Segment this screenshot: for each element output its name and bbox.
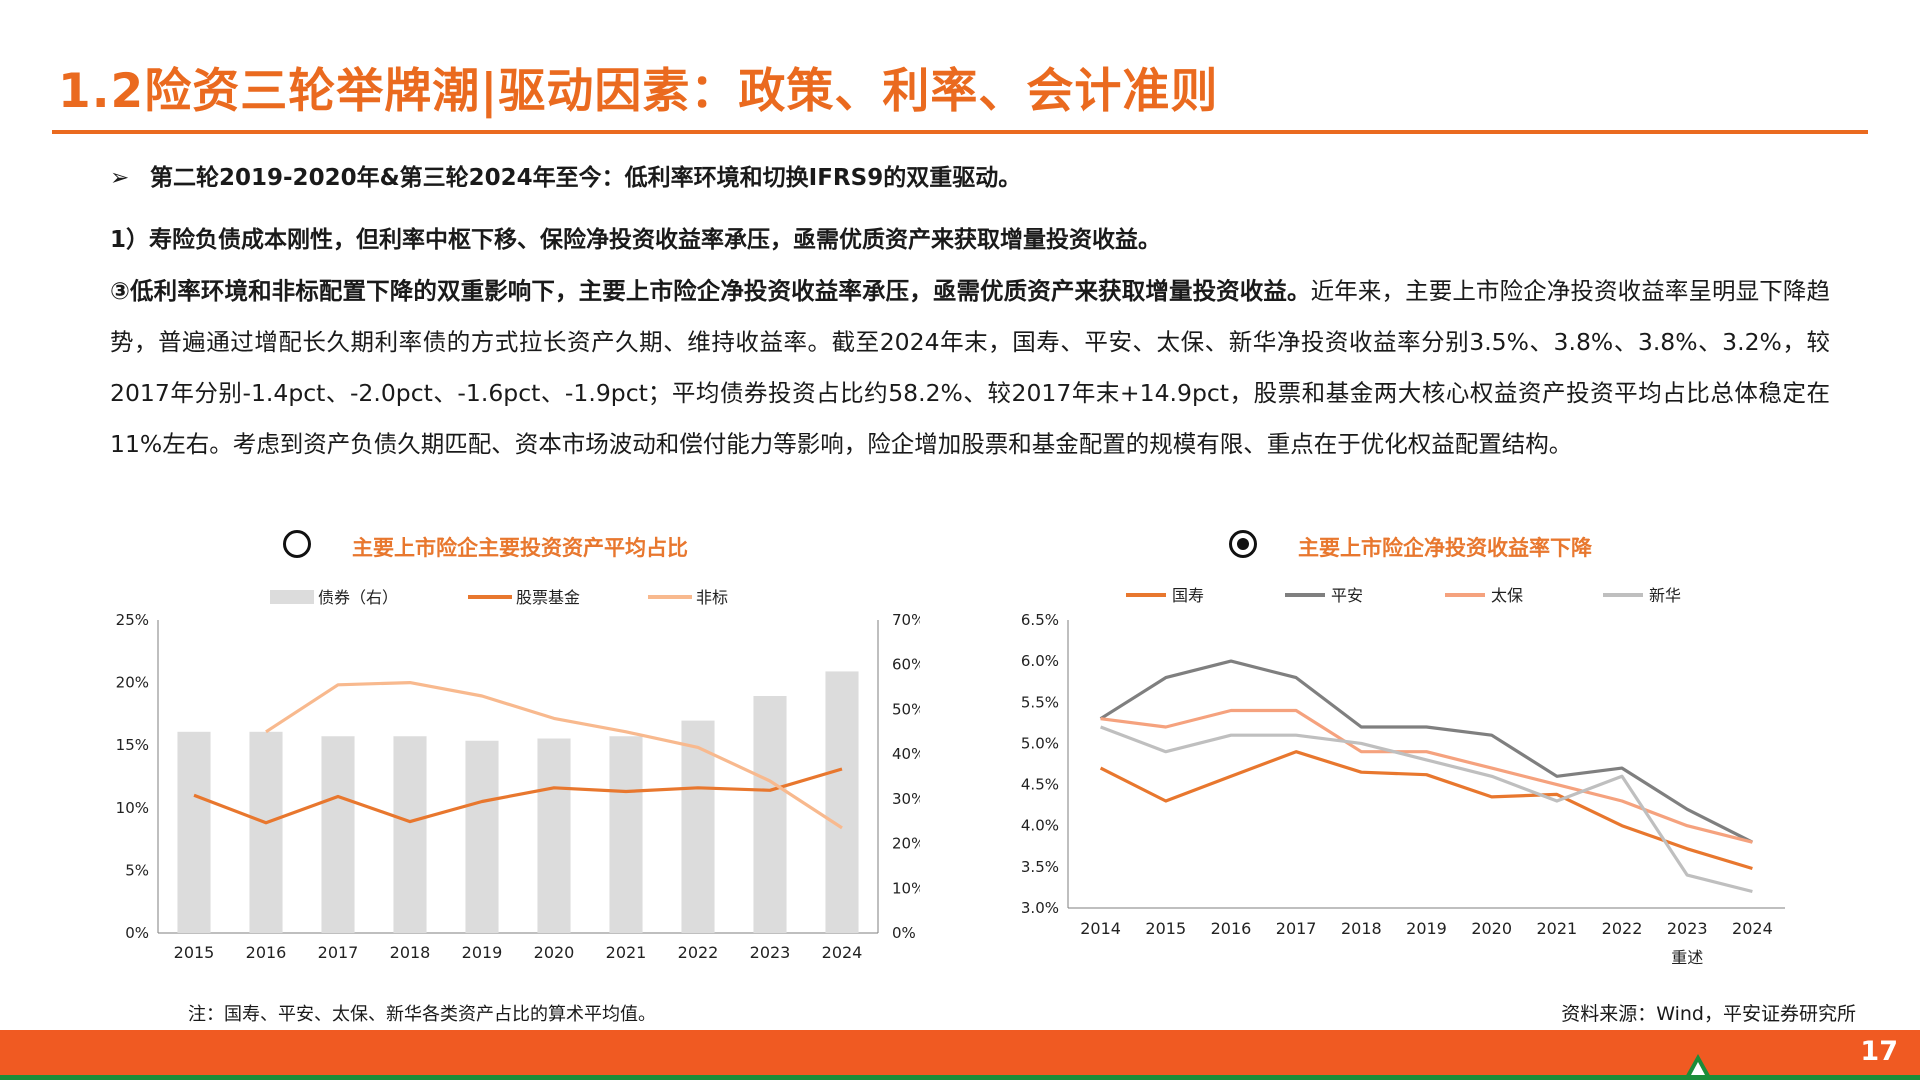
right-tick-label: 40% — [892, 745, 920, 763]
y-tick-label: 5.0% — [1021, 734, 1059, 752]
chart-note: 注：国寿、平安、太保、新华各类资产占比的算术平均值。 — [188, 1004, 656, 1025]
page-title: 1.2险资三轮举牌潮|驱动因素：政策、利率、会计准则 — [58, 64, 1219, 119]
left-tick-label: 20% — [116, 674, 149, 692]
bar-bond — [393, 736, 427, 933]
title-divider — [52, 130, 1868, 134]
x-tick-label: 2023 — [750, 943, 791, 962]
logo-icon — [1684, 1054, 1712, 1079]
y-tick-label: 3.5% — [1021, 858, 1059, 876]
x-tick-label: 2023 — [1667, 919, 1708, 938]
x-tick-label: 2015 — [174, 943, 215, 962]
footer-bar — [0, 1030, 1920, 1076]
x-tick-label: 2019 — [462, 943, 503, 962]
y-tick-label: 4.5% — [1021, 776, 1059, 794]
chart-net-investment-yield: 3.0% 3.5% 4.0% 4.5% 5.0% 5.5% 6.0% 6.5% 2014 2015… — [1021, 586, 1785, 967]
bar-bond — [537, 738, 571, 933]
bar-bond — [609, 736, 643, 933]
left-tick-label: 15% — [116, 736, 149, 754]
bar-bond — [825, 671, 859, 933]
radio-unselected-icon — [283, 530, 311, 558]
sub-heading: 1）寿险负债成本刚性，但利率中枢下移、保险净投资收益率承压，亟需优质资产来获取增… — [110, 227, 1162, 253]
x-tick-label: 2018 — [1341, 919, 1382, 938]
right-tick-label: 50% — [892, 700, 920, 718]
data-source: 资料来源：Wind，平安证券研究所 — [1561, 1003, 1856, 1025]
left-tick-label: 5% — [125, 861, 149, 879]
legend-label: 股票基金 — [516, 588, 580, 607]
x-tick-label: 2019 — [1406, 919, 1447, 938]
x-tick-label: 2016 — [1211, 919, 1252, 938]
legend-label: 国寿 — [1172, 586, 1204, 605]
y-tick-label: 3.0% — [1021, 899, 1059, 917]
x-tick-label: 2024 — [822, 943, 863, 962]
bar-bond — [321, 736, 355, 933]
footer-green-line — [0, 1075, 1920, 1080]
x-tick-note: 重述 — [1671, 948, 1703, 967]
x-tick-label: 2017 — [318, 943, 359, 962]
x-tick-label: 2017 — [1276, 919, 1317, 938]
radio-selected-icon — [1229, 530, 1257, 558]
paragraph-lead: ③低利率环境和非标配置下降的双重影响下，主要上市险企净投资收益率承压，亟需优质资… — [110, 277, 1311, 305]
bullet-point: ➢ 第二轮2019-2020年&第三轮2024年至今：低利率环境和切换IFRS9的… — [110, 158, 1021, 192]
y-tick-label: 6.5% — [1021, 611, 1059, 629]
x-tick-label: 2022 — [678, 943, 719, 962]
chart-asset-allocation: 0% 5% 10% 15% 20% 25% 0% 10% 20% 30% 40% 50% 60% 70% 2… — [116, 588, 920, 962]
right-tick-label: 30% — [892, 790, 920, 808]
y-tick-label: 5.5% — [1021, 693, 1059, 711]
paragraph-body: 近年来，主要上市险企净投资收益率呈明显下降趋势，普遍通过增配长久期利率债的方式拉… — [110, 277, 1831, 458]
right-tick-label: 10% — [892, 879, 920, 897]
line-series-平安 — [1099, 659, 1754, 844]
chart-title-right: 主要上市险企净投资收益率下降 — [1298, 536, 1592, 560]
x-tick-label: 2024 — [1732, 919, 1773, 938]
left-tick-label: 25% — [116, 611, 149, 629]
y-tick-label: 6.0% — [1021, 652, 1059, 670]
arrow-bullet-icon: ➢ — [110, 165, 130, 191]
x-tick-label: 2016 — [246, 943, 287, 962]
legend-label: 非标 — [696, 588, 728, 607]
left-tick-label: 10% — [116, 799, 149, 817]
right-tick-label: 70% — [892, 611, 920, 629]
bullet-text: 第二轮2019-2020年&第三轮2024年至今：低利率环境和切换IFRS9的双… — [150, 165, 1022, 191]
bar-bond — [681, 720, 715, 933]
bar-bond — [465, 740, 499, 933]
line-series-1 — [265, 681, 843, 830]
bar-bond — [753, 696, 787, 933]
line-series-新华 — [1100, 725, 1753, 894]
chart-title-left: 主要上市险企主要投资资产平均占比 — [352, 536, 688, 560]
x-tick-label: 2020 — [534, 943, 575, 962]
x-tick-label: 2021 — [1537, 919, 1578, 938]
page-number: 17 — [1860, 1036, 1898, 1067]
x-tick-label: 2022 — [1602, 919, 1643, 938]
y-tick-label: 4.0% — [1021, 817, 1059, 835]
right-tick-label: 20% — [892, 835, 920, 853]
x-tick-label: 2021 — [606, 943, 647, 962]
right-tick-label: 60% — [892, 656, 920, 674]
bar-bond — [249, 731, 283, 933]
legend-swatch-bar — [270, 590, 314, 604]
x-tick-label: 2014 — [1080, 919, 1121, 938]
bar-bond — [177, 731, 211, 933]
x-tick-label: 2020 — [1471, 919, 1512, 938]
legend-label: 平安 — [1331, 586, 1363, 605]
line-series-国寿 — [1099, 750, 1753, 871]
left-tick-label: 0% — [125, 924, 149, 942]
line-series-0 — [193, 767, 843, 825]
legend-label: 新华 — [1649, 586, 1681, 605]
body-paragraph: ③低利率环境和非标配置下降的双重影响下，主要上市险企净投资收益率承压，亟需优质资… — [110, 266, 1830, 470]
legend-label: 债券（右） — [318, 588, 398, 607]
right-tick-label: 0% — [892, 924, 916, 942]
x-tick-label: 2015 — [1145, 919, 1186, 938]
x-tick-label: 2018 — [390, 943, 431, 962]
legend-label: 太保 — [1491, 586, 1523, 605]
